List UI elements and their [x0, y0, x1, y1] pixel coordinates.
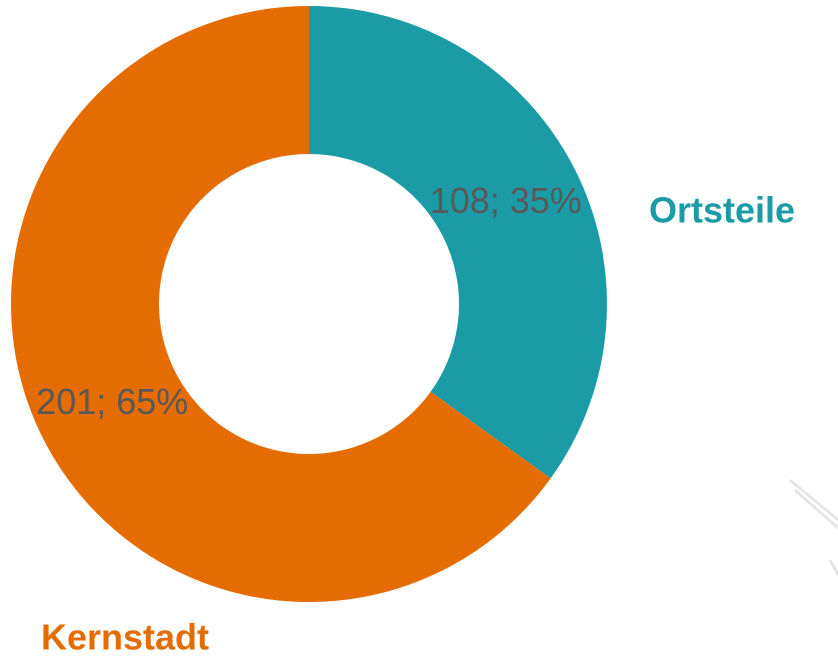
donut-slice — [11, 6, 551, 602]
data-label: 201; 65% — [36, 381, 188, 422]
donut-slice — [309, 6, 608, 479]
decoration — [789, 478, 838, 576]
data-label: 108; 35% — [430, 180, 582, 221]
category-label: Kernstadt — [41, 617, 209, 658]
category-label: Ortsteile — [649, 190, 795, 231]
